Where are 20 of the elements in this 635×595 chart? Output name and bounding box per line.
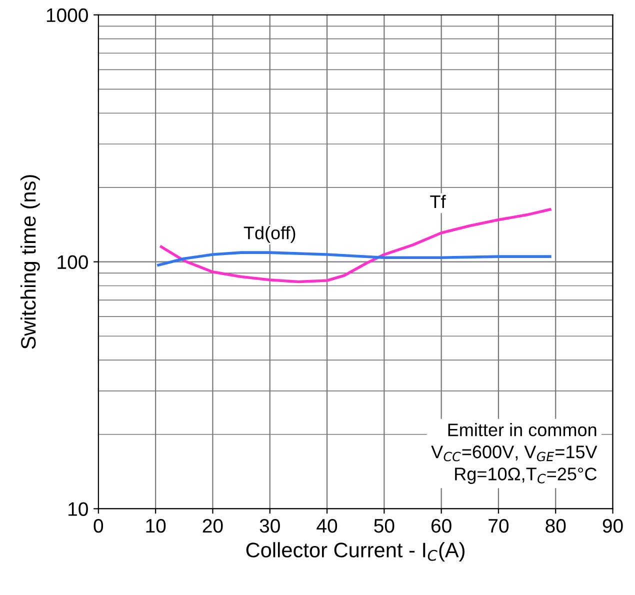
x-tick-label: 70 — [488, 518, 509, 533]
line-series — [160, 208, 552, 284]
text: Emitter in common V$_{CC}$=600V, V$_{GE}$=15V Rg=10Ω,T$_{C}$=25°C — [431, 423, 598, 484]
x-tick-label: 30 — [260, 518, 280, 533]
x-tick-label: 90 — [602, 518, 623, 533]
y-tick-label: 10 — [68, 502, 88, 516]
x-tick-label: 50 — [374, 518, 394, 533]
y-axis-title: Switching time (ns) — [20, 175, 40, 349]
x-axis-title: Collector Current - I$_{C}$(A) — [246, 542, 464, 562]
series-label: Tf — [430, 194, 446, 208]
series-label: Td(off) — [244, 226, 296, 243]
y-tick-label: 1000 — [46, 8, 88, 22]
x-tick-label: 60 — [432, 518, 452, 533]
x-tick-label: 40 — [316, 518, 338, 533]
x-tick-label: 0 — [94, 518, 104, 533]
y-tick-label: 100 — [58, 255, 88, 270]
line-series — [157, 251, 552, 266]
x-tick-label: 10 — [146, 518, 166, 533]
x-tick-label: 20 — [202, 518, 223, 533]
x-tick-label: 80 — [546, 518, 566, 533]
